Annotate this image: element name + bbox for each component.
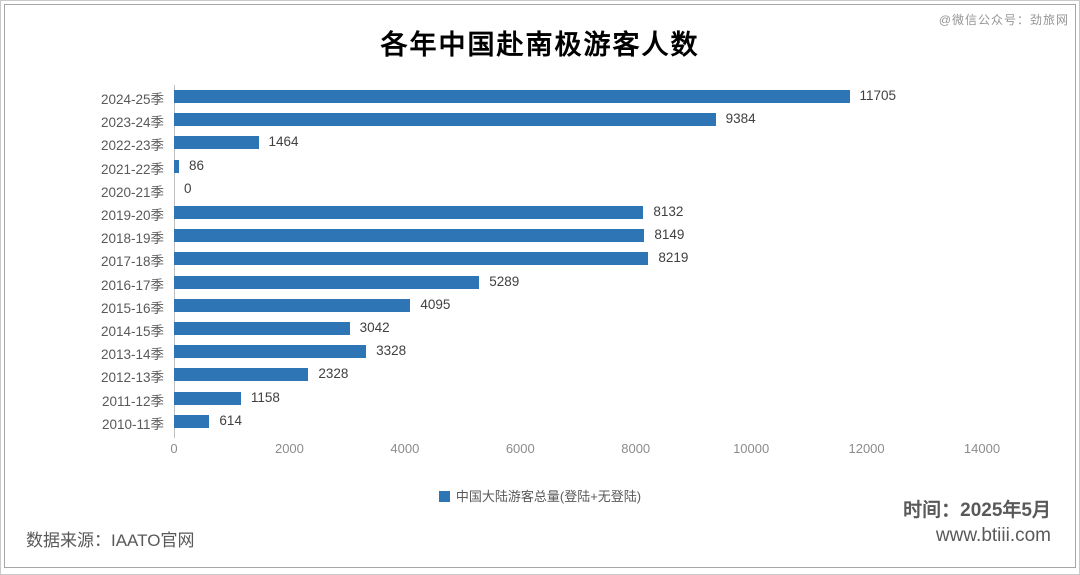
bar-row: 8219 bbox=[174, 247, 982, 270]
bar-row: 1158 bbox=[174, 387, 982, 410]
category-label: 2024-25季 bbox=[100, 92, 164, 107]
bar-row: 86 bbox=[174, 155, 982, 178]
category-label: 2014-15季 bbox=[100, 324, 164, 339]
category-label: 2018-19季 bbox=[100, 231, 164, 247]
bar-row: 3042 bbox=[174, 317, 982, 340]
category-label: 2010-11季 bbox=[101, 416, 164, 432]
value-label: 614 bbox=[219, 412, 242, 428]
bar-2022-23季 bbox=[174, 136, 259, 150]
category-label: 2021-22季 bbox=[100, 161, 164, 177]
category-label: 2015-16季 bbox=[100, 300, 164, 316]
x-tick-label: 14000 bbox=[963, 441, 1001, 456]
value-label: 9384 bbox=[725, 111, 756, 127]
bar-row: 3328 bbox=[174, 340, 982, 363]
bar-2024-25季 bbox=[174, 90, 850, 103]
bar-row: 8132 bbox=[174, 201, 982, 224]
value-label: 8149 bbox=[654, 227, 685, 243]
bar-2010-11季 bbox=[174, 414, 210, 428]
x-tick-label: 8000 bbox=[621, 441, 651, 456]
data-source-text: 数据来源：IAATO官网 bbox=[26, 531, 195, 550]
bar-2018-19季 bbox=[174, 229, 645, 243]
bar-row: 5289 bbox=[174, 271, 982, 294]
value-label: 1464 bbox=[268, 134, 299, 150]
bar-2016-17季 bbox=[174, 275, 480, 289]
category-label: 2011-12季 bbox=[101, 393, 164, 409]
x-tick-label: 10000 bbox=[733, 441, 770, 456]
category-label: 2020-21季 bbox=[100, 184, 164, 200]
value-label: 1158 bbox=[250, 389, 280, 405]
bar-2013-14季 bbox=[174, 345, 367, 359]
category-label: 2013-14季 bbox=[100, 347, 164, 363]
value-label: 2328 bbox=[318, 366, 349, 382]
bar-2017-18季 bbox=[174, 252, 649, 266]
time-text: 时间：2025年5月 bbox=[903, 500, 1051, 521]
bar-row: 1464 bbox=[174, 131, 982, 154]
value-label: 8132 bbox=[653, 204, 684, 219]
bar-row: 0 bbox=[174, 178, 982, 201]
bar-row: 9384 bbox=[174, 108, 982, 131]
category-label: 2019-20季 bbox=[100, 208, 164, 223]
x-tick-label: 6000 bbox=[505, 441, 535, 456]
category-label: 2012-13季 bbox=[100, 370, 164, 386]
legend: 中国大陆游客总量(登陆+无登陆) bbox=[1, 486, 1079, 505]
bar-2019-20季 bbox=[174, 206, 644, 219]
bar-2021-22季 bbox=[174, 159, 179, 173]
legend-label: 中国大陆游客总量(登陆+无登陆) bbox=[455, 489, 642, 504]
bar-2023-24季 bbox=[174, 113, 716, 127]
value-label: 3042 bbox=[359, 320, 390, 335]
category-label: 2023-24季 bbox=[100, 115, 164, 131]
x-tick-label: 12000 bbox=[848, 441, 885, 456]
bar-2012-13季 bbox=[174, 368, 309, 382]
watermark-text: @微信公众号：劲旅网 bbox=[938, 13, 1069, 27]
bar-row: 8149 bbox=[174, 224, 982, 247]
value-label: 0 bbox=[184, 180, 192, 196]
bar-row: 614 bbox=[174, 410, 982, 433]
bar-row: 2328 bbox=[174, 363, 982, 386]
x-tick-label: 0 bbox=[170, 441, 178, 456]
value-label: 86 bbox=[188, 157, 204, 173]
legend-swatch-icon bbox=[438, 491, 450, 502]
value-label: 3328 bbox=[376, 343, 407, 359]
x-tick-label: 2000 bbox=[274, 441, 304, 456]
value-label: 5289 bbox=[489, 273, 520, 289]
website-text: www.btiii.com bbox=[935, 525, 1051, 546]
value-label: 4095 bbox=[420, 296, 451, 312]
plot-area: 11705 9384 1464 86 0 8132 8149 8219 5289 4095 3042… bbox=[174, 85, 982, 433]
bar-2014-15季 bbox=[174, 322, 350, 335]
bar-row: 4095 bbox=[174, 294, 982, 317]
bar-2011-12季 bbox=[174, 391, 241, 405]
category-label: 2016-17季 bbox=[100, 277, 164, 293]
chart-title: 各年中国赴南极游客人数 bbox=[380, 30, 700, 60]
value-label: 8219 bbox=[658, 250, 689, 266]
value-label: 11705 bbox=[859, 88, 897, 103]
bar-row: 11705 bbox=[174, 85, 982, 108]
x-tick-label: 4000 bbox=[390, 441, 420, 456]
category-label: 2022-23季 bbox=[100, 138, 164, 154]
bar-2015-16季 bbox=[174, 298, 411, 312]
category-label: 2017-18季 bbox=[100, 254, 164, 270]
